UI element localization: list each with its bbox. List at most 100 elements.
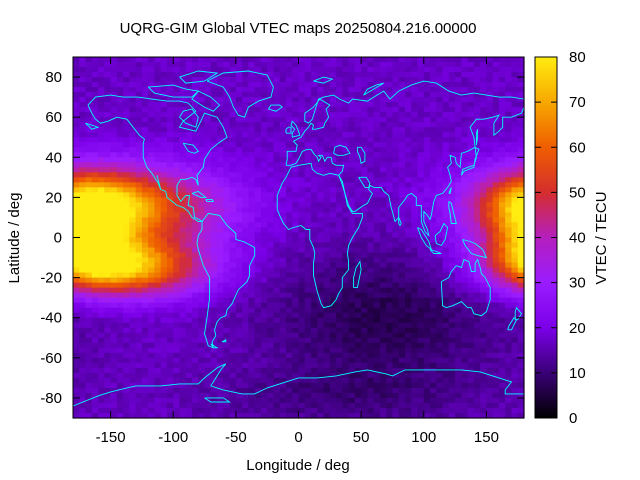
heatmap-cell [217, 202, 224, 209]
heatmap-cell [473, 207, 481, 214]
heatmap-cell [116, 217, 124, 224]
heatmap-cell [461, 247, 469, 254]
heatmap-cell [173, 247, 181, 254]
heatmap-cell [173, 77, 181, 83]
heatmap-cell [217, 187, 224, 193]
heatmap-cell [461, 127, 469, 133]
heatmap-cell [179, 102, 187, 108]
heatmap-cell [141, 277, 149, 284]
heatmap-cell [455, 102, 462, 108]
heatmap-cell [91, 122, 99, 128]
heatmap-cell [323, 257, 331, 264]
heatmap-cell [317, 372, 325, 379]
heatmap-cell [279, 117, 287, 123]
heatmap-cell [110, 82, 118, 88]
heatmap-cell [267, 222, 275, 229]
heatmap-cell [267, 117, 275, 123]
heatmap-cell [279, 72, 287, 78]
heatmap-cell [223, 72, 231, 78]
heatmap-cell [467, 257, 475, 264]
heatmap-cell [442, 267, 450, 274]
heatmap-cell [486, 182, 494, 188]
heatmap-cell [342, 337, 350, 344]
heatmap-cell [260, 387, 268, 394]
heatmap-cell [217, 267, 224, 274]
heatmap-cell [386, 252, 394, 259]
heatmap-cell [304, 132, 312, 138]
heatmap-cell [148, 362, 156, 369]
heatmap-cell [204, 117, 212, 123]
heatmap-cell [448, 117, 456, 123]
heatmap-cell [317, 327, 325, 334]
heatmap-cell [398, 162, 406, 168]
heatmap-cell [423, 87, 431, 93]
heatmap-cell [292, 397, 300, 404]
heatmap-cell [260, 172, 268, 178]
heatmap-cell [248, 67, 256, 73]
heatmap-cell [317, 57, 325, 63]
heatmap-cell [480, 337, 488, 344]
heatmap-cell [298, 237, 306, 244]
heatmap-cell [386, 117, 394, 123]
heatmap-cell [348, 402, 356, 409]
heatmap-cell [392, 337, 400, 344]
heatmap-cell [285, 57, 293, 63]
heatmap-cell [417, 382, 425, 389]
heatmap-cell [342, 247, 350, 254]
heatmap-cell [285, 212, 293, 219]
heatmap-cell [336, 192, 343, 198]
heatmap-cell [430, 307, 437, 314]
heatmap-cell [104, 102, 112, 108]
heatmap-cell [492, 167, 500, 173]
heatmap-cell [448, 262, 456, 269]
heatmap-cell [154, 197, 162, 203]
heatmap-cell [455, 147, 462, 153]
heatmap-cell [91, 262, 99, 269]
heatmap-cell [79, 187, 87, 193]
heatmap-cell [173, 57, 181, 63]
heatmap-cell [442, 212, 450, 219]
heatmap-cell [260, 252, 268, 259]
heatmap-cell [141, 352, 149, 359]
heatmap-cell [323, 197, 331, 203]
heatmap-cell [448, 257, 456, 264]
heatmap-cell [311, 57, 318, 63]
heatmap-cell [242, 322, 249, 329]
heatmap-cell [317, 112, 325, 118]
heatmap-cell [398, 137, 406, 143]
heatmap-cell [173, 152, 181, 158]
heatmap-cell [73, 347, 80, 354]
heatmap-cell [486, 62, 494, 68]
heatmap-cell [411, 387, 419, 394]
heatmap-cell [461, 132, 469, 138]
heatmap-cell [411, 137, 419, 143]
heatmap-cell [123, 222, 130, 229]
heatmap-cell [116, 82, 124, 88]
heatmap-cell [379, 392, 387, 399]
heatmap-cell [279, 227, 287, 234]
heatmap-cell [486, 397, 494, 404]
heatmap-cell [304, 82, 312, 88]
heatmap-cell [85, 167, 93, 173]
heatmap-cell [436, 367, 444, 374]
heatmap-cell [198, 147, 206, 153]
heatmap-cell [492, 67, 500, 73]
heatmap-cell [235, 77, 243, 83]
heatmap-cell [336, 187, 343, 193]
heatmap-cell [98, 127, 105, 133]
heatmap-cell [411, 112, 419, 118]
heatmap-cell [154, 347, 162, 354]
heatmap-cell [242, 292, 249, 299]
heatmap-cell [210, 242, 218, 249]
heatmap-cell [104, 92, 112, 98]
heatmap-cell [448, 217, 456, 224]
heatmap-cell [411, 57, 419, 63]
heatmap-cell [292, 272, 300, 279]
heatmap-cell [210, 252, 218, 259]
heatmap-cell [141, 192, 149, 198]
heatmap-cell [423, 112, 431, 118]
heatmap-cell [411, 142, 419, 148]
heatmap-cell [192, 367, 199, 374]
heatmap-cell [110, 172, 118, 178]
heatmap-cell [129, 252, 137, 259]
